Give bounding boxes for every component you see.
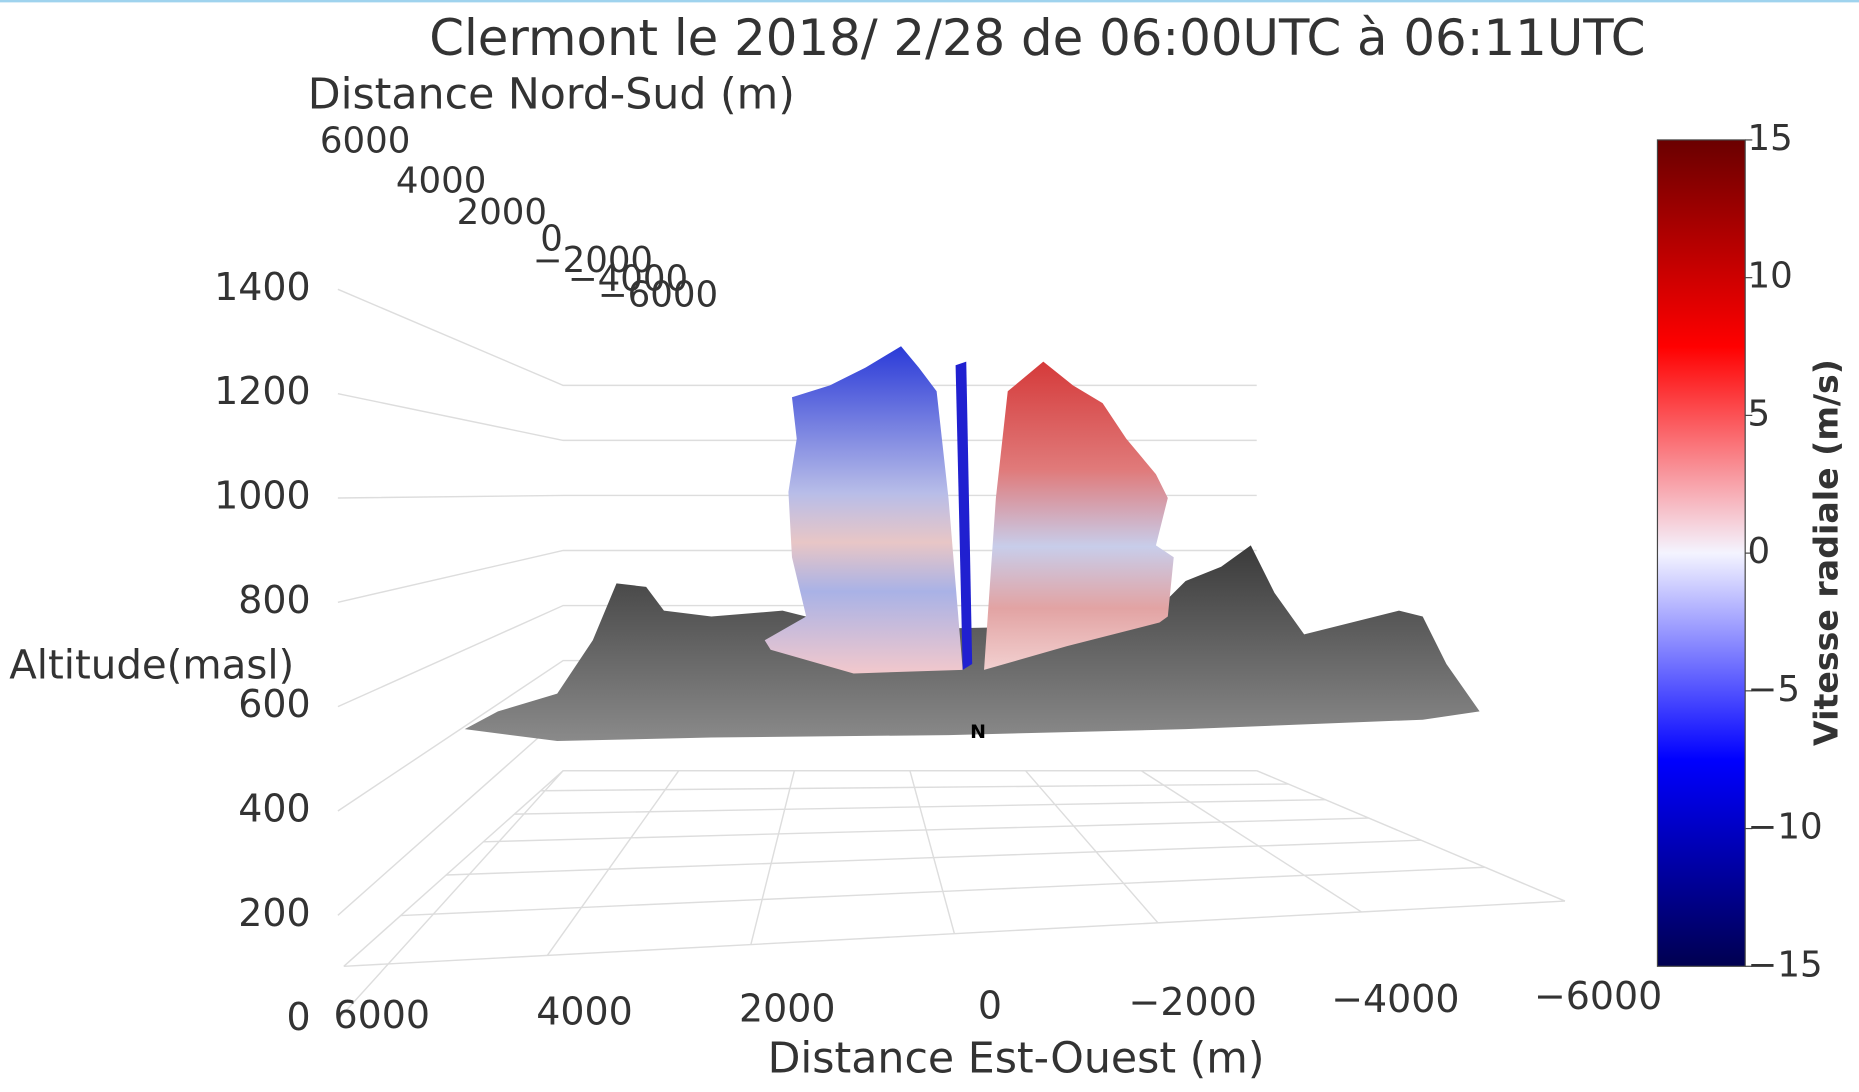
chart: Clermont le 2018/ 2/28 de 06:00UTC à 06:… bbox=[0, 0, 1859, 1092]
z-tick-label: 600 bbox=[238, 682, 310, 726]
z-tick-label: 200 bbox=[238, 891, 310, 935]
x-grid-line bbox=[1257, 771, 1565, 901]
title: Clermont le 2018/ 2/28 de 06:00UTC à 06:… bbox=[429, 9, 1645, 67]
x-tick-label: −2000 bbox=[1129, 980, 1257, 1024]
x-tick-label: 6000 bbox=[334, 993, 431, 1037]
colorbar-tick-label: 5 bbox=[1748, 393, 1771, 434]
y-grid-line bbox=[483, 818, 1368, 842]
y-tick-label: 2000 bbox=[457, 192, 547, 233]
y-grid-line bbox=[401, 867, 1485, 915]
colorbar-tick-label: −15 bbox=[1748, 944, 1823, 985]
y-grid-line bbox=[514, 800, 1325, 814]
x-grid-line bbox=[751, 771, 794, 945]
z-tick-label: 1400 bbox=[214, 265, 311, 309]
colorbar-title: Vitesse radiale (m/s) bbox=[1807, 359, 1846, 746]
x-tick-label: 2000 bbox=[739, 986, 836, 1030]
colorbar bbox=[1657, 140, 1745, 966]
y-grid-line bbox=[344, 901, 1565, 966]
radar-scan-west bbox=[765, 346, 963, 673]
x-tick-label: −6000 bbox=[1534, 974, 1662, 1018]
colorbar-tick-label: −5 bbox=[1748, 669, 1800, 710]
x-grid-line bbox=[910, 771, 954, 934]
x-grid-line bbox=[1141, 771, 1361, 912]
z-grid-line bbox=[338, 289, 1257, 385]
z-tick-label: 1200 bbox=[214, 369, 311, 413]
y-tick-label: −6000 bbox=[598, 274, 718, 315]
y-grid-line bbox=[446, 840, 1421, 875]
colorbar-tick-label: 10 bbox=[1748, 256, 1793, 297]
z-tick-label: 800 bbox=[238, 578, 310, 622]
z-tick-label: 0 bbox=[286, 995, 310, 1039]
radar-scan-east bbox=[984, 362, 1174, 670]
x-grid-line bbox=[344, 771, 563, 967]
y-axis-title: Distance Nord-Sud (m) bbox=[308, 70, 795, 120]
terrain-surface bbox=[465, 545, 1480, 741]
colorbar-tick-label: 15 bbox=[1748, 118, 1793, 159]
colorbar-tick-label: 0 bbox=[1748, 531, 1771, 572]
x-tick-label: 4000 bbox=[536, 990, 633, 1034]
x-tick-label: −4000 bbox=[1331, 977, 1459, 1021]
z-tick-label: 400 bbox=[238, 786, 310, 830]
colorbar-tick-label: −10 bbox=[1748, 807, 1823, 848]
z-tick-label: 1000 bbox=[214, 473, 311, 517]
x-axis-title: Distance Est-Ouest (m) bbox=[768, 1034, 1265, 1084]
x-grid-line bbox=[547, 771, 678, 956]
annotation: N bbox=[970, 721, 986, 743]
x-grid-line bbox=[1026, 771, 1158, 923]
z-grid-line bbox=[338, 716, 1257, 916]
x-tick-label: 0 bbox=[978, 983, 1002, 1027]
z-grid-line bbox=[338, 771, 1257, 1020]
y-tick-label: 6000 bbox=[320, 120, 410, 161]
